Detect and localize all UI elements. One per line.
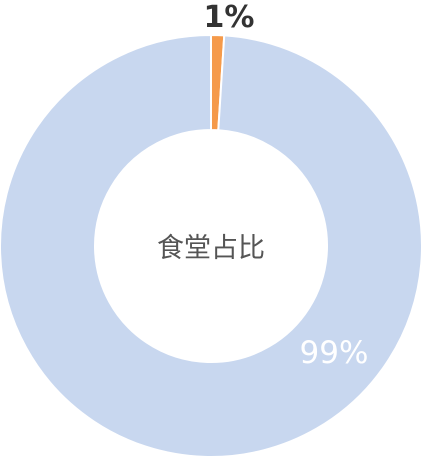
center-label: 食堂占比 <box>157 233 265 264</box>
donut-slices <box>0 33 422 458</box>
slice-label-99-percent: 99% <box>300 335 369 371</box>
donut-slice-99-percent <box>0 33 422 458</box>
slice-label-1-percent: 1% <box>204 0 255 35</box>
